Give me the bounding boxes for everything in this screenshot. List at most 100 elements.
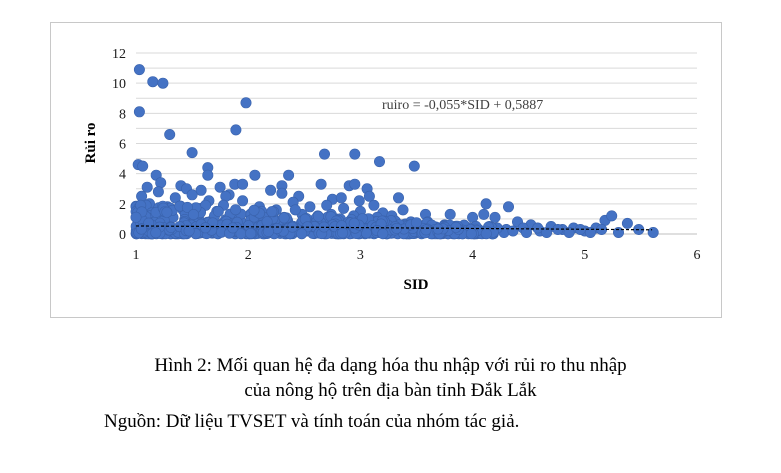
scatter-point — [186, 147, 198, 159]
scatter-point — [141, 181, 153, 193]
scatter-point — [147, 76, 159, 88]
x-tick-label: 4 — [469, 248, 476, 263]
scatter-point — [480, 228, 492, 240]
figure-source: Nguồn: Dữ liệu TVSET và tính toán của nh… — [104, 411, 520, 432]
scatter-point — [289, 204, 301, 216]
scatter-point — [133, 106, 145, 118]
scatter-point — [335, 192, 347, 204]
scatter-point — [157, 77, 169, 89]
scatter-point — [315, 178, 327, 190]
y-tick-label: 8 — [119, 107, 126, 122]
scatter-point — [478, 208, 490, 220]
y-tick-label: 12 — [112, 47, 126, 62]
scatter-point — [353, 195, 365, 207]
scatter-point — [278, 212, 290, 224]
scatter-point — [276, 187, 288, 199]
scatter-point — [574, 224, 586, 236]
scatter-point — [377, 228, 389, 240]
scatter-point — [133, 64, 145, 76]
scatter-point — [304, 201, 316, 213]
scatter-point — [230, 124, 242, 136]
scatter-point — [283, 169, 295, 181]
scatter-point — [450, 221, 462, 233]
scatter-point — [349, 178, 361, 190]
scatter-point — [161, 206, 173, 218]
scatter-point — [152, 186, 164, 198]
scatter-point — [502, 201, 514, 213]
scatter-point — [489, 211, 501, 223]
x-tick-label: 5 — [581, 248, 588, 263]
scatter-point — [432, 223, 444, 235]
scatter-point — [202, 169, 214, 181]
trendline-group — [135, 225, 653, 231]
scatter-point — [318, 148, 330, 160]
y-tick-label: 6 — [119, 138, 126, 153]
scatter-point — [164, 129, 176, 141]
scatter-point — [227, 222, 239, 234]
scatter-point — [188, 209, 200, 221]
scatter-point — [237, 195, 249, 207]
scatter-point — [397, 204, 409, 216]
scatter-point — [368, 199, 380, 211]
scatter-point — [532, 222, 544, 234]
scatter-point — [444, 208, 456, 220]
scatter-point — [349, 148, 361, 160]
x-axis-title: SID — [403, 277, 428, 293]
y-axis-title: Rủi ro — [83, 123, 99, 164]
scatter-point — [199, 222, 211, 234]
scatter-point — [262, 226, 274, 238]
scatter-point — [214, 181, 226, 193]
scatter-point — [348, 217, 360, 229]
scatter-point — [240, 97, 252, 109]
scatter-point — [130, 211, 142, 223]
scatter-point — [212, 205, 224, 217]
scatter-point — [520, 227, 532, 239]
scatter-points — [130, 64, 659, 240]
scatter-point — [363, 190, 375, 202]
scatter-point — [249, 169, 261, 181]
scatter-point — [230, 204, 242, 216]
x-tick-label: 2 — [245, 248, 252, 263]
scatter-point — [612, 227, 624, 239]
scatter-point — [237, 178, 249, 190]
y-tick-label: 2 — [119, 198, 126, 213]
scatter-point — [248, 204, 260, 216]
scatter-point — [338, 202, 350, 214]
scatter-point — [410, 217, 422, 229]
scatter-point — [266, 206, 278, 218]
x-tick-label: 3 — [357, 248, 364, 263]
x-tick-label: 6 — [694, 248, 701, 263]
scatter-point — [373, 156, 385, 168]
scatter-point — [261, 216, 273, 228]
scatter-point — [150, 227, 162, 239]
trendline — [135, 225, 653, 231]
scatter-point — [480, 198, 492, 210]
scatter-point — [647, 227, 659, 239]
scatter-point — [507, 225, 519, 237]
scatter-point — [296, 228, 308, 240]
scatter-point — [183, 225, 195, 237]
scatter-point — [408, 160, 420, 172]
scatter-point — [465, 228, 477, 240]
scatter-point — [195, 184, 207, 196]
scatter-point — [392, 192, 404, 204]
scatter-point — [155, 177, 167, 189]
scatter-point — [181, 201, 193, 213]
figure-caption-line1: Hình 2: Mối quan hệ đa dạng hóa thu nhập… — [154, 355, 627, 376]
figure-caption-line2: của nông hộ trên địa bàn tỉnh Đắk Lắk — [244, 380, 537, 401]
scatter-point — [563, 227, 575, 239]
scatter-point — [606, 210, 618, 222]
scatter-point — [245, 227, 257, 239]
y-tick-label: 10 — [112, 77, 126, 92]
y-axis-ticks: 0 2 4 6 8 10 12 — [112, 47, 126, 243]
scatter-point — [265, 184, 277, 196]
scatter-point — [137, 160, 149, 172]
scatter-point — [312, 210, 324, 222]
y-tick-label: 0 — [119, 228, 126, 243]
trendline-equation: ruiro = -0,055*SID + 0,5887 — [382, 98, 543, 113]
x-tick-label: 1 — [133, 248, 140, 263]
x-axis-ticks: 1 2 3 4 5 6 — [133, 248, 701, 263]
scatter-point — [220, 190, 232, 202]
scatter-point — [186, 189, 198, 201]
